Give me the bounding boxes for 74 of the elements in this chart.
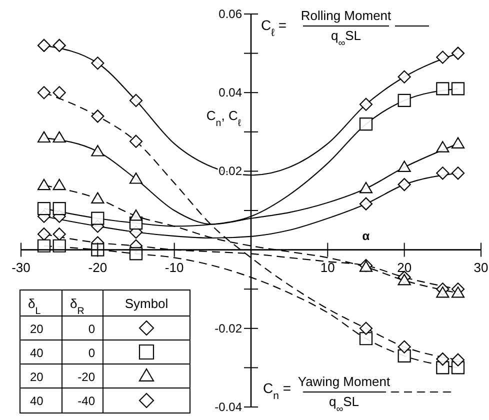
- point: [37, 86, 51, 100]
- annotation: C$_{n}$ =: [263, 380, 292, 402]
- annotation: 40: [30, 394, 44, 408]
- x-tick-label: 20: [397, 260, 412, 275]
- annotation: Yawing Moment: [298, 374, 391, 389]
- point: [37, 202, 51, 216]
- point: [37, 131, 51, 143]
- point: [91, 145, 104, 156]
- point: [436, 286, 450, 298]
- x-tick-label: -10: [164, 260, 184, 275]
- point: [37, 38, 51, 52]
- point: [398, 349, 411, 362]
- annotation: q$_{∞}$SL: [330, 28, 362, 48]
- point: [52, 178, 66, 190]
- point: [398, 274, 411, 286]
- point: [436, 82, 450, 96]
- point: [451, 46, 465, 60]
- annotation: 40: [30, 346, 44, 360]
- point: [91, 110, 104, 123]
- x-tick-label: -30: [12, 260, 30, 275]
- point: [436, 50, 450, 64]
- point: [129, 94, 143, 108]
- point: [91, 212, 104, 225]
- point: [436, 166, 450, 180]
- point: [129, 172, 143, 184]
- y-tick-label: 0.04: [218, 86, 242, 100]
- point: [37, 178, 51, 190]
- annotation: Rolling Moment: [300, 8, 392, 23]
- point: [398, 178, 411, 192]
- point: [451, 353, 465, 366]
- point: [359, 117, 373, 131]
- x-tick-label: 30: [474, 260, 488, 275]
- annotation: 20: [30, 370, 44, 384]
- point: [129, 134, 143, 148]
- point: [359, 98, 373, 111]
- annotation: 0: [88, 322, 96, 336]
- point: [436, 141, 450, 152]
- point: [451, 82, 465, 96]
- point: [398, 340, 411, 354]
- point: [52, 202, 66, 216]
- point: [398, 160, 411, 172]
- point: [451, 286, 465, 298]
- point: [398, 70, 411, 84]
- point: [91, 56, 104, 70]
- point: [436, 352, 450, 366]
- point: [359, 322, 373, 335]
- x-axis-title: α: [362, 228, 370, 243]
- y-tick-label: -0.02: [214, 321, 242, 336]
- point: [37, 228, 51, 241]
- x-tick-label: -20: [88, 260, 108, 275]
- annotation: 0: [88, 346, 96, 360]
- point: [451, 166, 465, 180]
- annotation: q$_{∞}$SL: [328, 394, 360, 414]
- annotation: 20: [30, 322, 44, 336]
- annotation: -20: [78, 370, 96, 384]
- point: [359, 332, 373, 346]
- y-tick-label: -0.04: [214, 400, 242, 414]
- point: [398, 94, 411, 108]
- point: [91, 192, 104, 204]
- annotation: Symbol: [124, 296, 168, 311]
- x-tick-label: 10: [320, 260, 335, 275]
- point: [52, 38, 66, 52]
- point: [359, 182, 373, 194]
- point: [129, 247, 143, 260]
- y-axis-title: C$_{n}$, C$_{ℓ}$: [206, 108, 242, 129]
- annotation: C$_{ℓ}$ =: [261, 17, 287, 39]
- annotation: -40: [78, 394, 96, 408]
- y-tick-label: 0.06: [218, 7, 242, 21]
- point: [359, 197, 373, 210]
- point: [129, 209, 143, 221]
- point: [451, 137, 465, 148]
- annotation: δ$_{R}$: [70, 296, 84, 316]
- point: [52, 131, 66, 143]
- annotation: δ$_{L}$: [28, 296, 42, 316]
